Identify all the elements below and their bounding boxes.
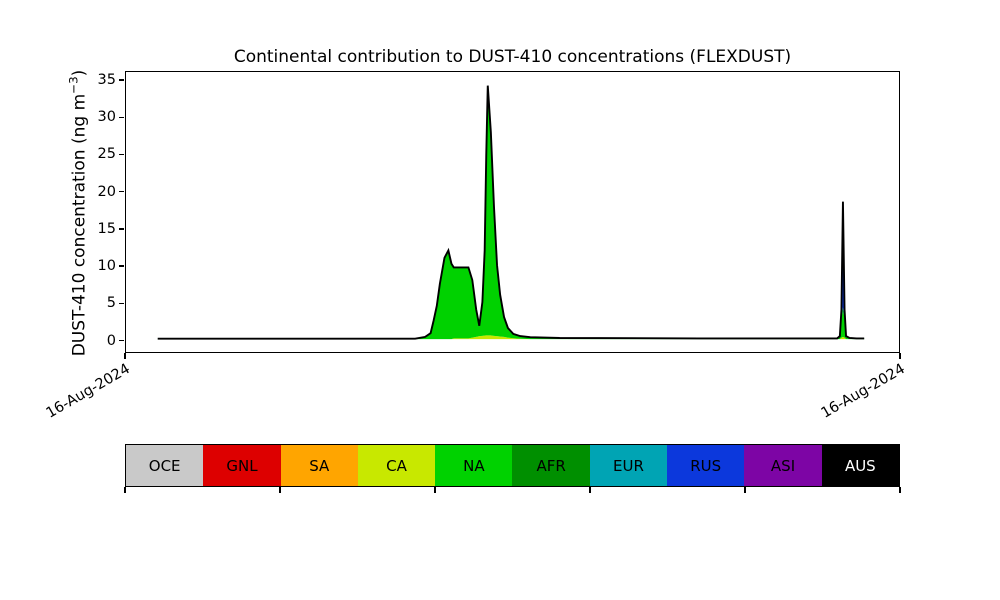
legend-label-ca: CA [386, 456, 407, 475]
plot-area [125, 71, 900, 353]
legend-item-asi: ASI [744, 445, 822, 486]
x-tick-mark [124, 353, 126, 359]
total-outline [157, 85, 865, 340]
legend-label-eur: EUR [612, 456, 644, 475]
legend-item-ca: CA [357, 445, 436, 486]
y-tick-label: 30 [97, 109, 116, 126]
y-tick-label: 5 [106, 295, 116, 312]
legend-tick-mark [744, 487, 746, 493]
y-tick-mark [119, 265, 124, 267]
legend-item-rus: RUS [667, 445, 745, 486]
legend-label-sa: SA [309, 456, 330, 475]
legend-label-rus: RUS [690, 456, 722, 475]
y-tick-mark [119, 190, 124, 193]
y-tick-label: 0 [106, 332, 116, 349]
y-tick-mark [119, 228, 124, 230]
x-tick-mark [899, 353, 901, 359]
legend-tick-mark [124, 487, 126, 493]
area-ca [157, 335, 865, 340]
y-tick-mark [119, 79, 124, 81]
legend-label-aus: AUS [844, 456, 876, 475]
legend-label-oce: OCE [148, 456, 181, 475]
y-tick-label: 20 [97, 183, 116, 200]
legend-item-afr: AFR [512, 445, 590, 486]
x-tick-label: 16-Aug-2024 [43, 361, 133, 422]
y-tick-mark [119, 302, 124, 304]
legend-item-eur: EUR [589, 445, 668, 486]
legend-label-asi: ASI [770, 456, 796, 475]
y-tick-label: 25 [97, 146, 116, 163]
legend-tick-mark [279, 487, 281, 493]
y-tick-label: 15 [97, 220, 116, 237]
area-rus [157, 85, 865, 339]
legend-item-gnl: GNL [203, 445, 281, 486]
legend-label-afr: AFR [536, 456, 566, 475]
legend-strip: OCE GNL SA CA NA AFR EUR RUS ASI AUS [125, 444, 900, 487]
y-tick-label: 35 [97, 71, 116, 88]
legend-tick-mark [434, 487, 436, 493]
y-tick-mark [119, 339, 124, 342]
chart-title: Continental contribution to DUST-410 con… [233, 47, 792, 67]
y-tick-mark [119, 153, 124, 156]
legend-label-gnl: GNL [226, 456, 258, 475]
legend-item-sa: SA [280, 445, 358, 486]
legend-item-oce: OCE [126, 445, 204, 486]
area-na [157, 85, 865, 340]
y-tick-mark [119, 116, 124, 118]
legend-item-na: NA [435, 445, 513, 486]
legend-item-aus: AUS [821, 445, 899, 486]
y-tick-label: 10 [97, 258, 116, 275]
stacked-area-chart [157, 85, 865, 340]
legend-label-na: NA [463, 456, 485, 475]
legend-tick-mark [899, 487, 901, 493]
x-tick-label: 16-Aug-2024 [818, 361, 908, 422]
legend-tick-mark [589, 487, 591, 493]
